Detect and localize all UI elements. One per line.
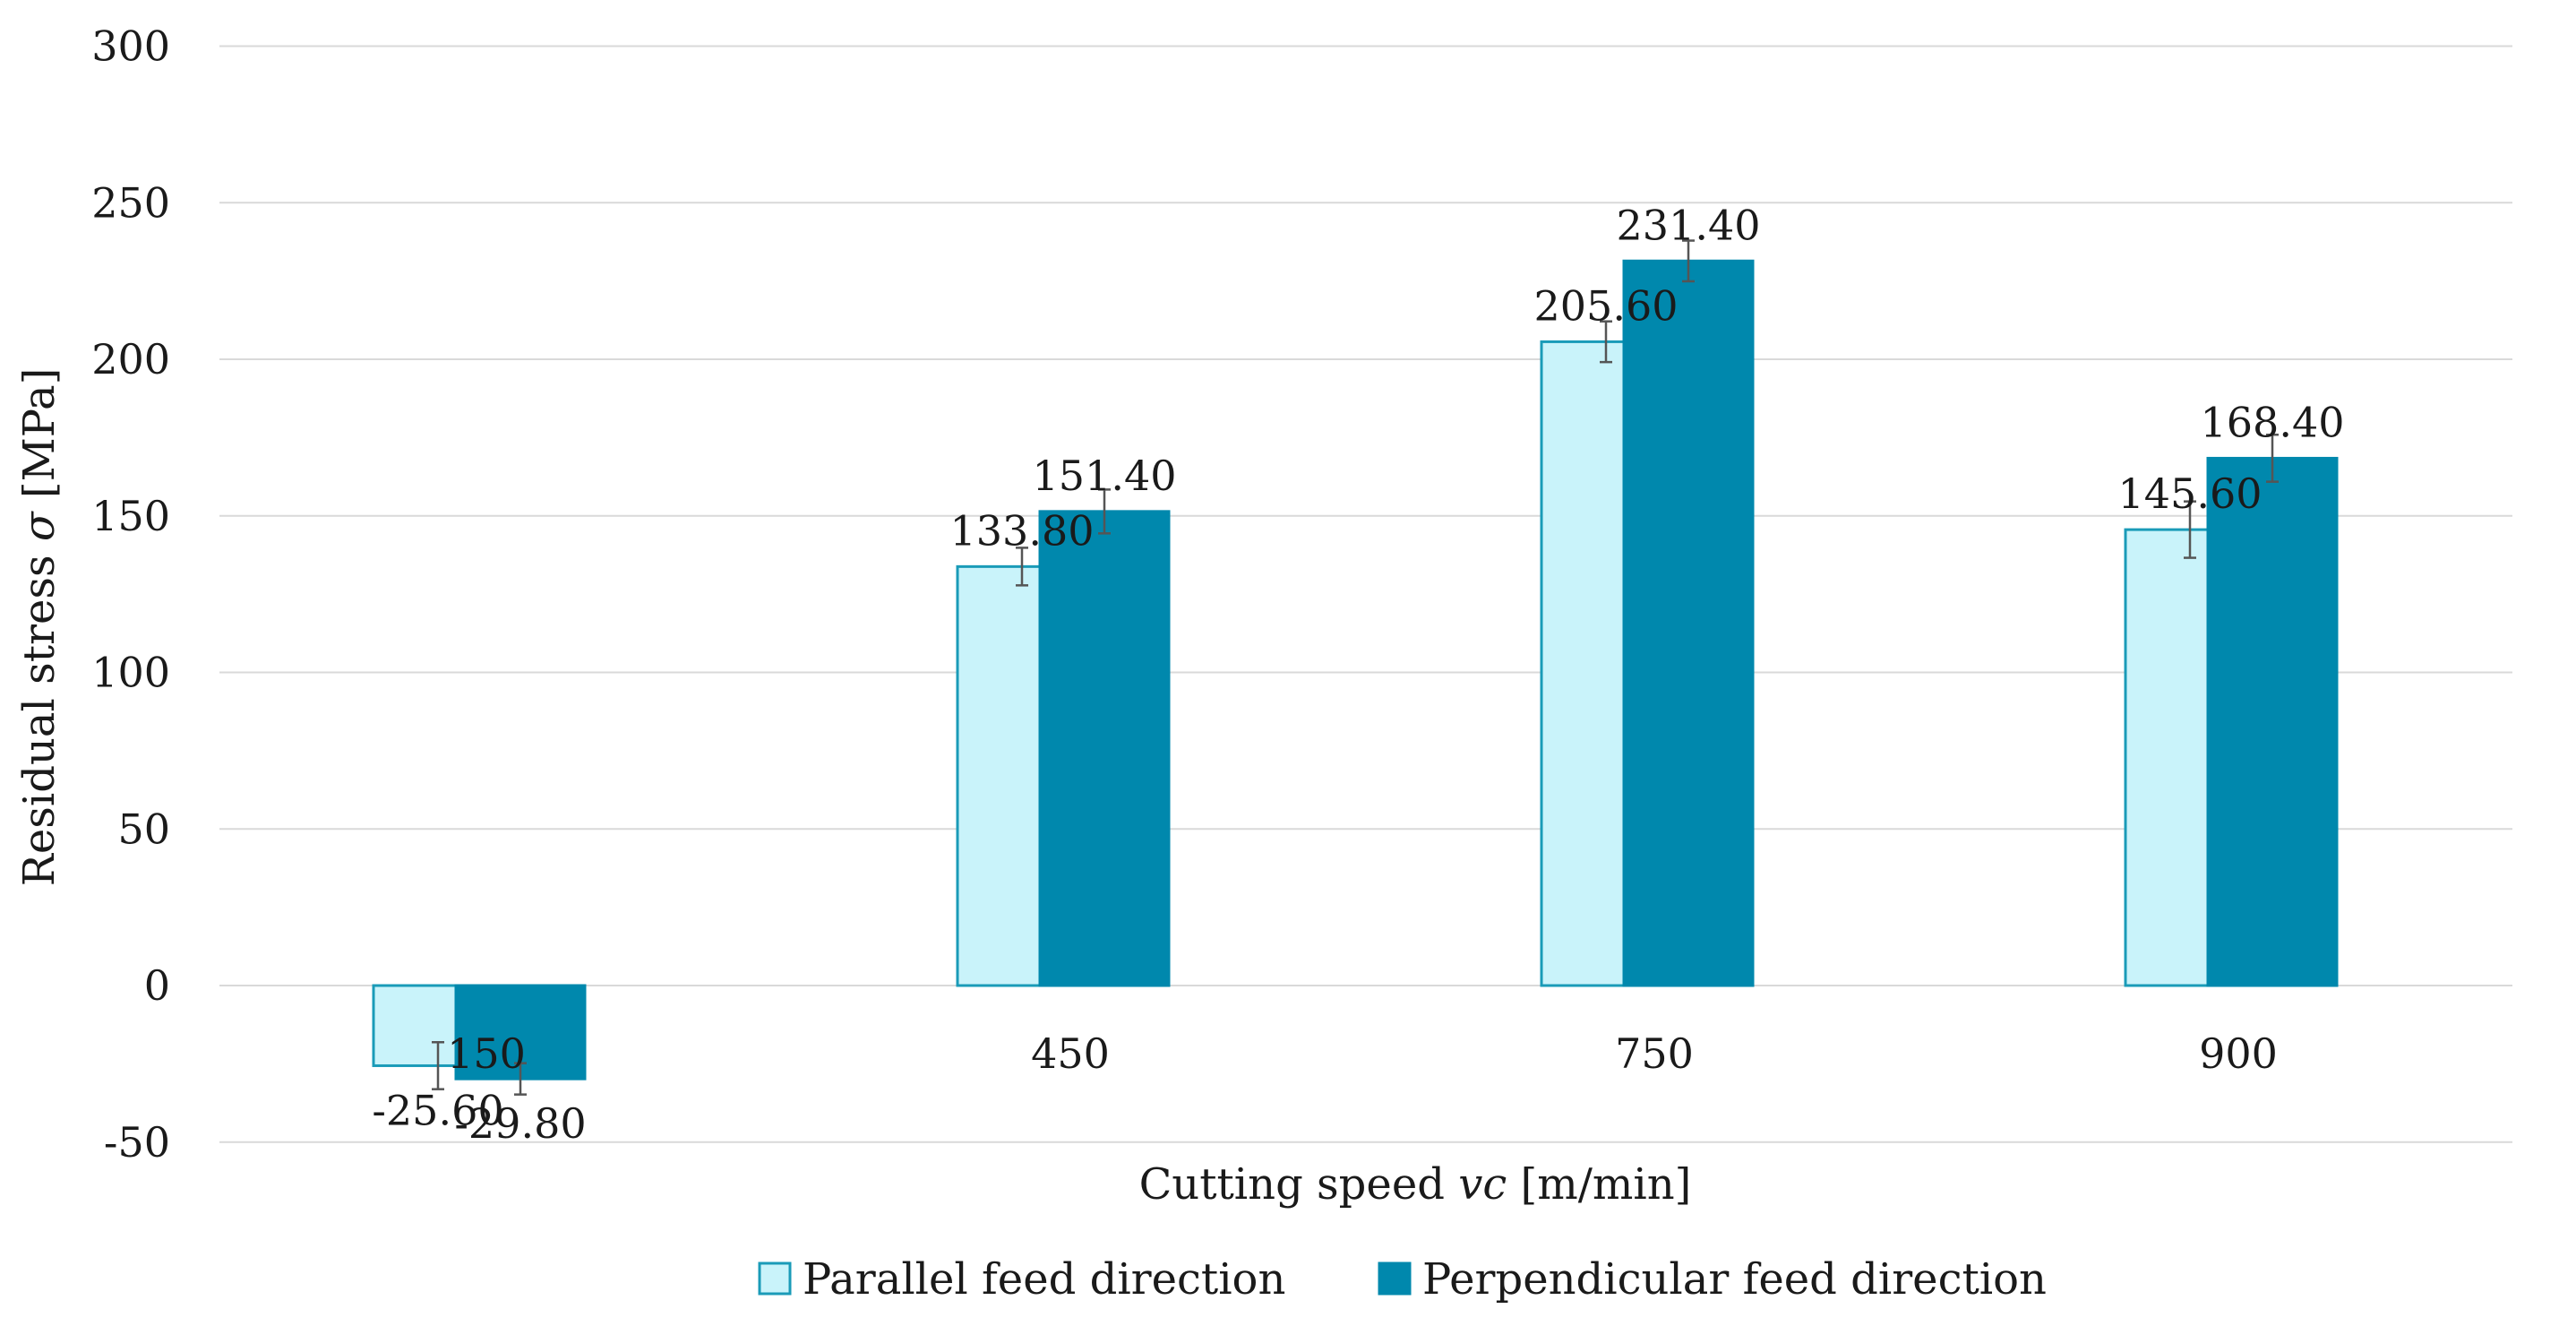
error-bar-perpendicular-750: [1682, 239, 1695, 283]
error-bar-parallel-750: [1600, 320, 1612, 364]
error-bars: [432, 239, 2279, 1096]
bar-perpendicular-750: [1622, 259, 1755, 987]
bars: [372, 259, 2339, 1081]
y-tick-label: -50: [104, 1118, 170, 1167]
bar-perpendicular-900: [2206, 456, 2339, 987]
data-label: -29.80: [454, 1099, 586, 1148]
legend: Parallel feed direction Perpendicular fe…: [758, 1254, 2047, 1304]
x-tick-label: 750: [1615, 1029, 1694, 1078]
x-tick-label: 450: [1031, 1029, 1110, 1078]
legend-swatch-perpendicular: [1378, 1261, 1412, 1296]
y-tick-label: 200: [91, 335, 170, 383]
y-tick-label: 0: [144, 961, 170, 1010]
error-bar-parallel-900: [2184, 500, 2196, 559]
x-axis-title: Cutting speed vc [m/min]: [1139, 1159, 1692, 1210]
data-label: 205.60: [1534, 281, 1679, 330]
data-label: 145.60: [2118, 469, 2263, 518]
y-tick-label: 100: [91, 649, 170, 697]
error-bar-parallel-150: [432, 1041, 444, 1090]
data-labels: -25.60-29.80 133.80 151.40 205.60 231.40 145.…: [372, 201, 2344, 1148]
error-bar-perpendicular-150: [514, 1062, 527, 1096]
y-tick-label: 300: [91, 22, 170, 71]
legend-label-perpendicular: Perpendicular feed direction: [1422, 1254, 2047, 1304]
legend-swatch-parallel: [758, 1261, 792, 1296]
x-axis-ticks: 150 450 750 900: [447, 1029, 2278, 1078]
y-axis-title: Residual stress σ [MPa]: [14, 368, 64, 887]
data-label: 151.40: [1033, 452, 1177, 500]
x-tick-label: 900: [2199, 1029, 2278, 1078]
data-label: 168.40: [2201, 398, 2345, 446]
error-bar-perpendicular-900: [2266, 433, 2279, 483]
y-axis-ticks: -50 0 50 100 150 200 250 300: [91, 22, 170, 1167]
legend-label-parallel: Parallel feed direction: [803, 1254, 1285, 1304]
y-tick-label: 50: [117, 805, 170, 853]
data-label: -25.60: [372, 1086, 503, 1134]
gridlines: [219, 45, 2512, 1143]
y-tick-label: 250: [91, 178, 170, 227]
x-tick-label: 150: [447, 1029, 526, 1078]
data-label: 231.40: [1617, 201, 1761, 249]
data-label: 133.80: [950, 506, 1095, 555]
error-bar-perpendicular-450: [1098, 488, 1111, 535]
bar-perpendicular-450: [1038, 510, 1171, 987]
error-bar-parallel-450: [1016, 547, 1028, 587]
y-tick-label: 150: [91, 492, 170, 540]
